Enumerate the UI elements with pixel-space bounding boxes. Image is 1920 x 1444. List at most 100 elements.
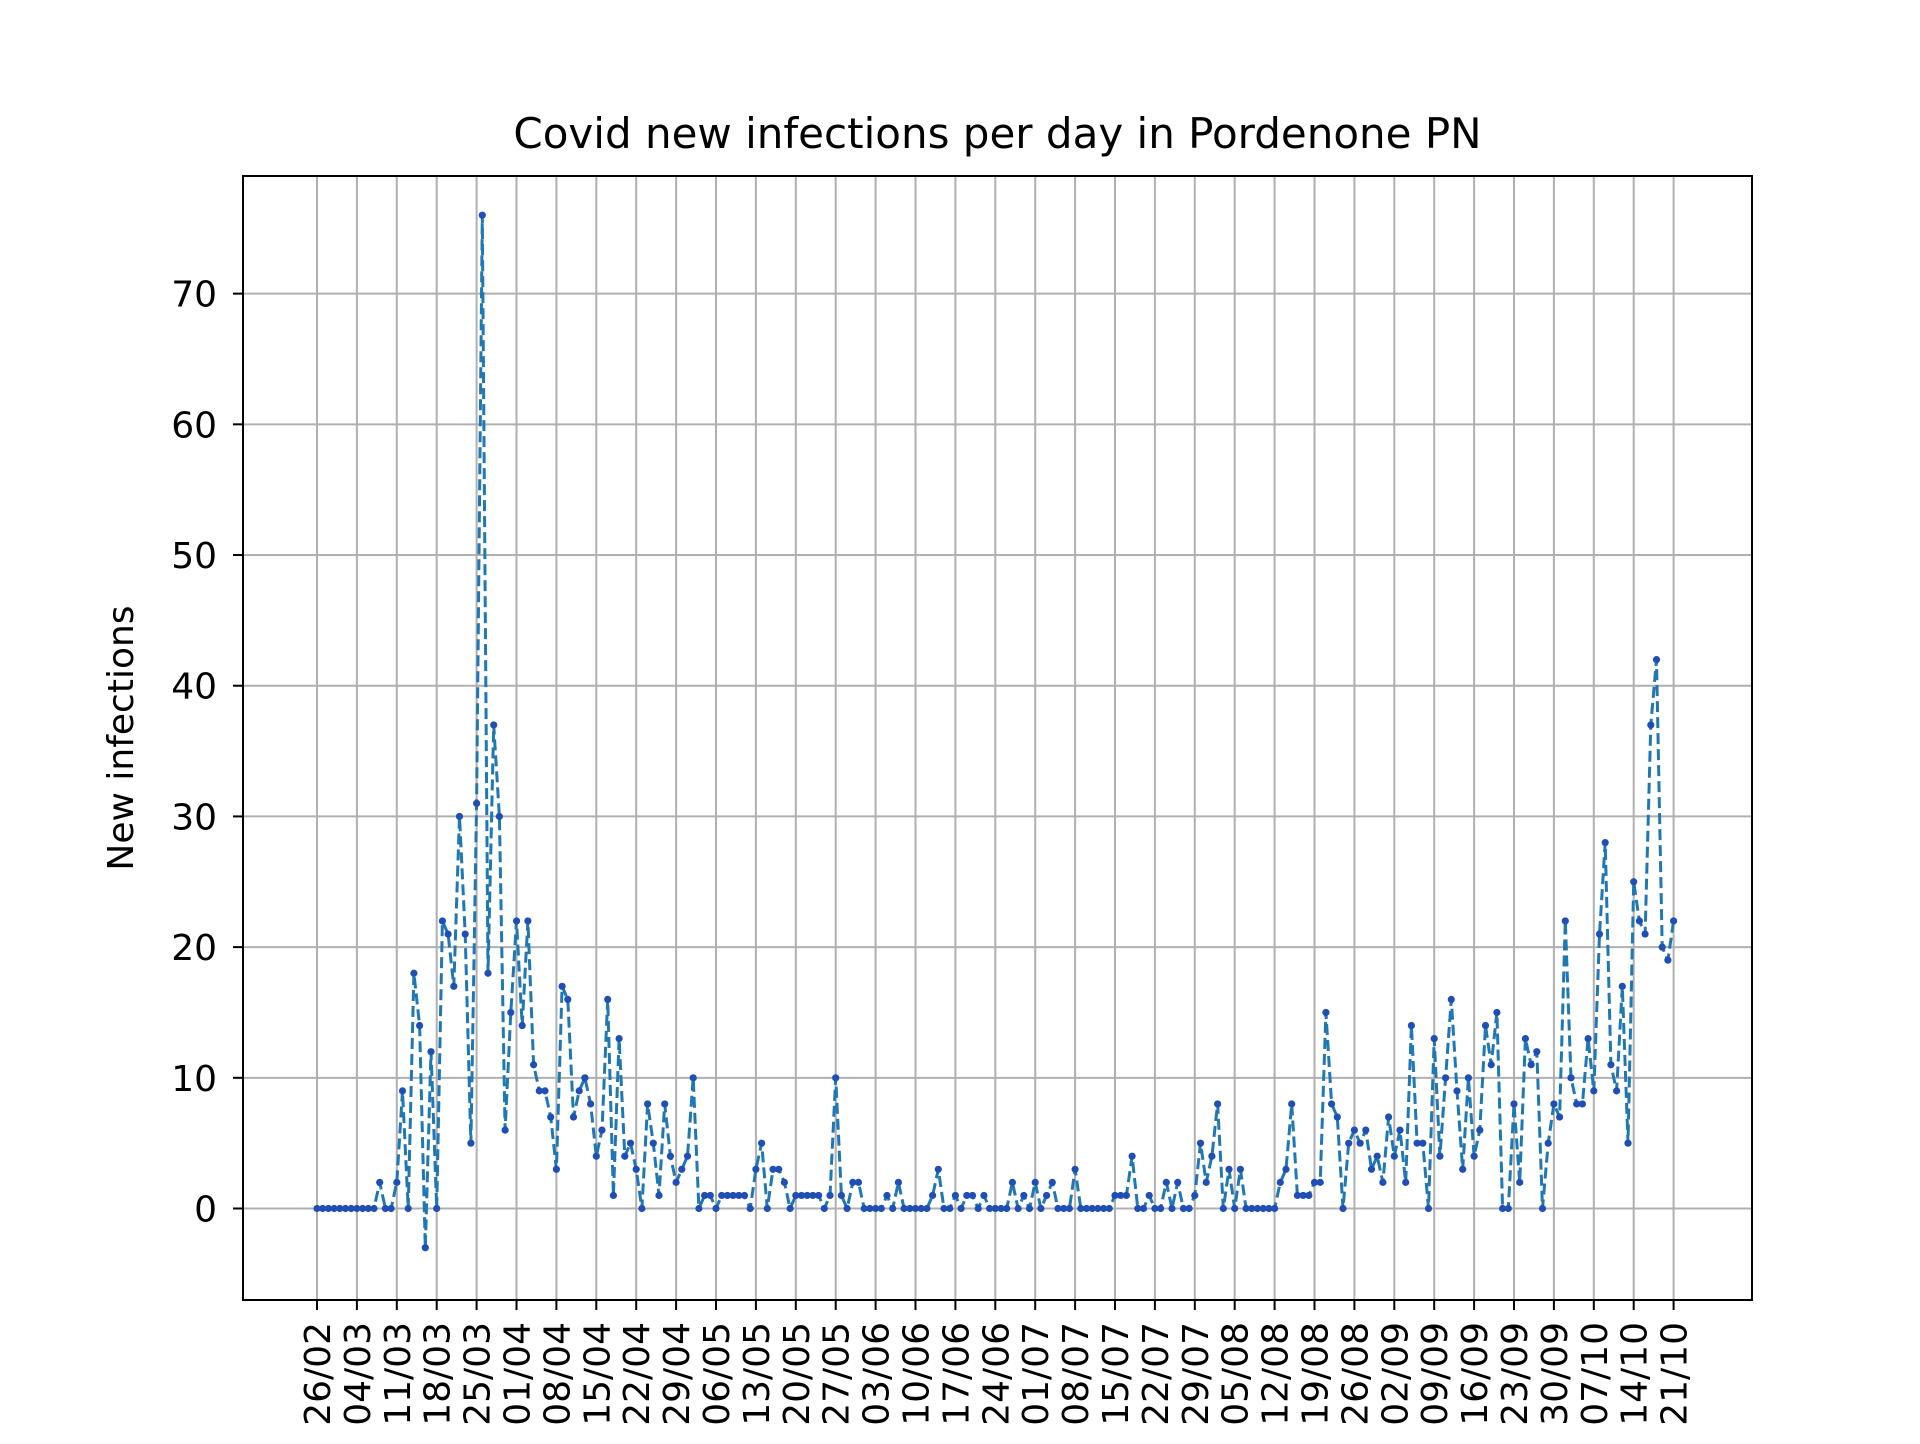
x-tick-label: 05/08 — [1216, 1322, 1257, 1426]
data-point — [1202, 1178, 1210, 1186]
data-point — [410, 969, 418, 977]
x-tick-label: 29/07 — [1176, 1322, 1217, 1426]
data-point — [1550, 1100, 1558, 1108]
data-point — [626, 1139, 635, 1147]
chart-title: Covid new infections per day in Pordenon… — [513, 109, 1481, 158]
x-tick-label: 10/06 — [897, 1322, 938, 1426]
data-point — [1544, 1139, 1552, 1147]
data-point — [1219, 1204, 1227, 1213]
x-tick-label: 02/09 — [1375, 1322, 1416, 1426]
data-point — [1008, 1178, 1017, 1186]
data-point — [359, 1204, 367, 1213]
data-point — [507, 1008, 515, 1017]
x-tick-label: 01/07 — [1016, 1322, 1057, 1426]
data-point — [923, 1204, 931, 1213]
data-point — [826, 1191, 834, 1200]
data-point — [1037, 1204, 1045, 1213]
data-point — [541, 1087, 549, 1095]
data-point — [587, 1100, 595, 1108]
data-point — [1043, 1191, 1051, 1200]
data-point — [427, 1048, 435, 1056]
series-points-layer — [313, 211, 1678, 1252]
data-point — [706, 1191, 714, 1200]
data-point — [1065, 1204, 1073, 1213]
data-point — [376, 1178, 384, 1186]
data-point — [1310, 1178, 1319, 1186]
data-point — [444, 930, 452, 938]
data-point — [1145, 1191, 1153, 1200]
data-point — [940, 1204, 948, 1213]
data-point — [1493, 1008, 1501, 1017]
data-point — [1196, 1139, 1205, 1147]
data-point — [740, 1191, 749, 1200]
data-point — [558, 982, 566, 990]
data-point — [860, 1204, 868, 1213]
data-point — [1607, 1061, 1615, 1069]
x-tick-label: 20/05 — [777, 1322, 818, 1426]
data-point — [450, 982, 458, 990]
y-tick-label: 60 — [171, 405, 217, 446]
data-point — [911, 1204, 920, 1213]
data-point — [609, 1191, 618, 1200]
data-point — [683, 1152, 692, 1160]
x-tick-label: 07/10 — [1575, 1322, 1616, 1426]
data-point — [877, 1204, 885, 1213]
x-tick-label: 16/09 — [1455, 1322, 1496, 1426]
data-point — [1020, 1191, 1028, 1200]
data-point — [1208, 1152, 1216, 1160]
data-point — [1664, 956, 1672, 964]
y-tick-label: 10 — [171, 1059, 217, 1100]
x-tick-label: 22/07 — [1136, 1322, 1177, 1426]
data-point — [780, 1178, 789, 1186]
data-point — [1316, 1178, 1324, 1186]
data-point — [1442, 1074, 1450, 1082]
data-point — [393, 1178, 401, 1186]
data-point — [313, 1204, 321, 1213]
data-point — [1584, 1035, 1592, 1043]
data-point — [797, 1191, 806, 1200]
x-tick-label: 15/07 — [1096, 1322, 1137, 1426]
data-point — [1191, 1191, 1199, 1200]
data-point — [889, 1204, 897, 1213]
data-point — [490, 721, 498, 729]
data-point — [1014, 1204, 1022, 1213]
data-point — [1385, 1113, 1393, 1121]
x-tick-label: 15/04 — [577, 1322, 618, 1426]
data-point — [872, 1204, 880, 1213]
data-point — [1618, 982, 1626, 990]
data-point — [535, 1087, 543, 1095]
data-point — [524, 917, 532, 925]
data-point — [1111, 1191, 1119, 1200]
data-point — [723, 1191, 732, 1200]
data-point — [1077, 1204, 1085, 1213]
y-tick-label: 20 — [171, 928, 217, 969]
data-point — [455, 812, 464, 821]
data-point — [501, 1126, 509, 1134]
data-point — [1179, 1204, 1187, 1213]
data-point — [980, 1191, 988, 1200]
data-point — [473, 799, 481, 807]
x-tick-label: 03/06 — [857, 1322, 898, 1426]
data-point — [484, 969, 492, 977]
data-point — [769, 1165, 777, 1173]
y-tick-label: 30 — [171, 797, 217, 838]
data-point — [854, 1178, 863, 1186]
data-point — [991, 1204, 999, 1213]
x-tick-label: 04/03 — [338, 1322, 379, 1426]
data-point — [1521, 1035, 1529, 1043]
data-point — [678, 1165, 686, 1173]
data-point — [809, 1191, 817, 1200]
x-tick-label: 22/04 — [617, 1322, 658, 1426]
data-point — [404, 1204, 412, 1213]
data-point — [1117, 1191, 1125, 1200]
data-point — [1407, 1021, 1415, 1030]
data-point — [353, 1204, 361, 1213]
y-axis-label: New infections — [101, 605, 142, 870]
data-point — [632, 1165, 640, 1173]
data-point — [1453, 1087, 1461, 1095]
data-point — [1362, 1126, 1370, 1134]
data-point — [957, 1204, 965, 1213]
data-point — [661, 1100, 669, 1108]
x-tick-label: 08/07 — [1056, 1322, 1097, 1426]
data-point — [1350, 1126, 1358, 1134]
